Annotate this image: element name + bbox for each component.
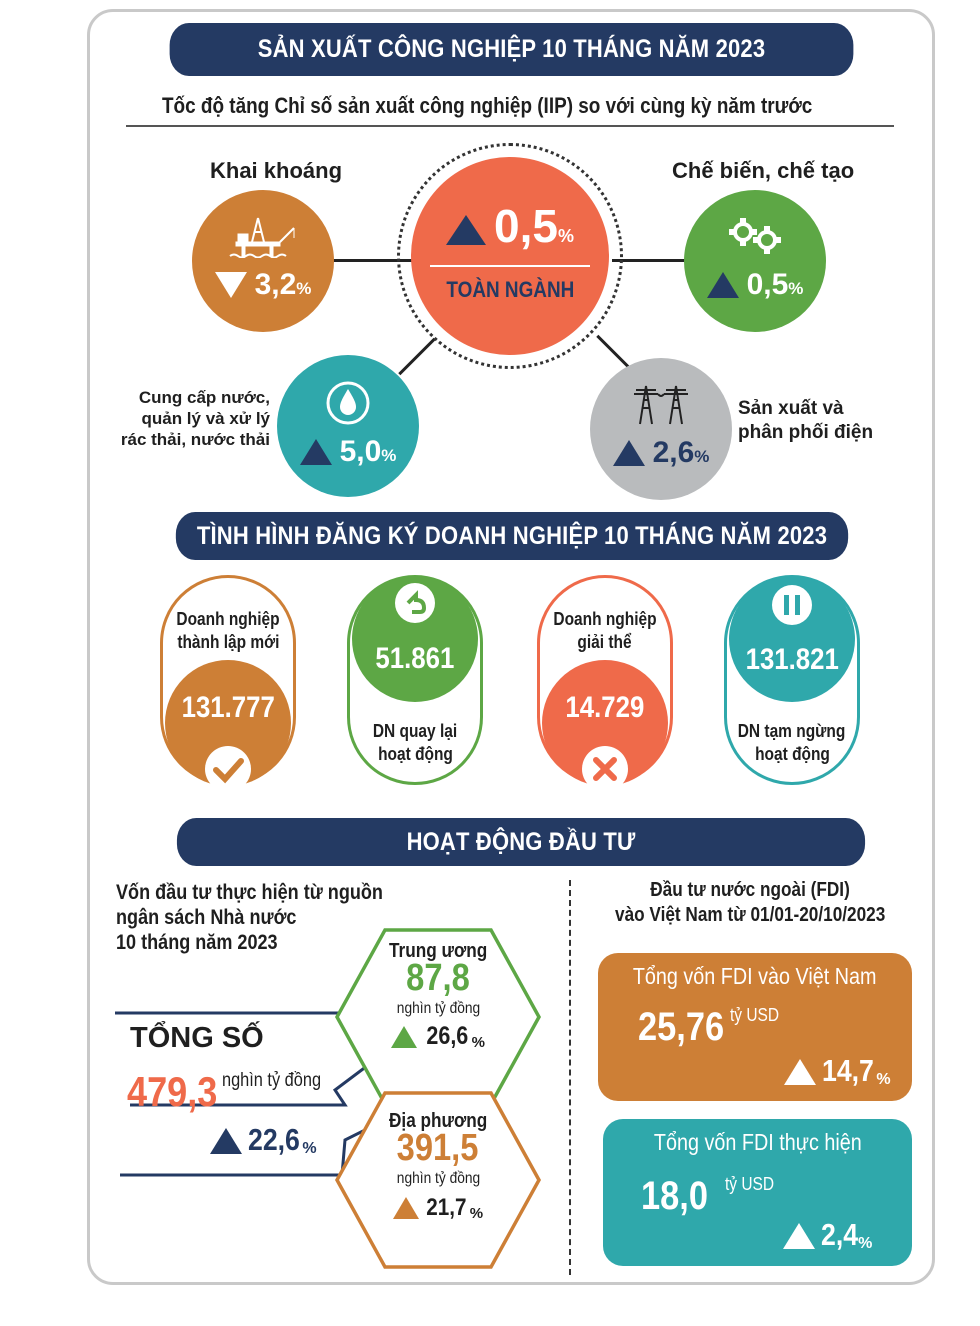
investment-banner: HOẠT ĐỘNG ĐẦU TƯ (176, 818, 866, 866)
dissolved-business-circle: 14.729 (542, 660, 668, 792)
local-block: Địa phương 391,5 nghìn tỷ đồng 21,7 % (388, 1110, 488, 1222)
industry-banner: SẢN XUẤT CÔNG NGHIỆP 10 THÁNG NĂM 2023 (169, 23, 854, 76)
pause-icon (772, 585, 812, 625)
up-triangle-icon (706, 272, 739, 298)
total-value-row: 479,3 nghìn tỷ đồng (127, 1068, 337, 1116)
fdi-disbursed-label: Tổng vốn FDI thực hiện (653, 1129, 862, 1155)
center-dotted-ring (397, 143, 623, 369)
investment-title: HOẠT ĐỘNG ĐẦU TƯ (406, 827, 636, 856)
total-unit: nghìn tỷ đồng (222, 1070, 322, 1091)
check-icon (205, 746, 251, 792)
electricity-circle: 2,6 % (590, 358, 732, 500)
fdi-disbursed-unit: tỷ USD (724, 1174, 774, 1194)
new-business-card: Doanh nghiệp thành lập mới 131.777 (160, 575, 296, 792)
mining-label: Khai khoáng (210, 158, 343, 183)
dissolved-business-card: Doanh nghiệp giải thể 14.729 (537, 575, 673, 792)
business-title: TÌNH HÌNH ĐĂNG KÝ DOANH NGHIỆP 10 THÁNG … (196, 521, 828, 550)
central-unit: nghìn tỷ đồng (396, 1000, 480, 1017)
returned-business-card: 51.861 DN quay lại hoạt động (347, 575, 483, 785)
local-value: 391,5 (397, 1127, 479, 1169)
budget-title: Vốn đầu tư thực hiện từ nguồn ngân sách … (116, 881, 383, 954)
suspended-business-card: 131.821 DN tạm ngừng hoạt động (724, 575, 860, 785)
water-label: Cung cấp nước, quản lý và xử lý rác thải… (120, 388, 270, 449)
fdi-registered-unit: tỷ USD (730, 1005, 780, 1025)
iip-subtitle: Tốc độ tăng Chỉ số sản xuất công nghiệp … (162, 93, 813, 118)
connector-left (332, 259, 412, 262)
water-circle: 5,0 % (277, 355, 419, 497)
manufacturing-circle: 0,5 % (684, 190, 826, 332)
up-triangle-icon (784, 1059, 816, 1085)
returned-business-circle: 51.861 (352, 576, 478, 702)
fdi-registered-box: Tổng vốn FDI vào Việt Nam 25,76 tỷ USD 1… (598, 953, 912, 1101)
local-hexagon (335, 1091, 541, 1269)
fdi-title: Đầu tư nước ngoài (FDI) vào Việt Nam từ … (614, 879, 886, 926)
total-value: 479,3 (127, 1068, 218, 1115)
down-triangle-icon (214, 272, 247, 298)
vertical-divider (569, 880, 571, 1275)
infographic-frame (87, 9, 935, 1285)
suspended-business-circle: 131.821 (729, 576, 855, 702)
mining-circle: 3,2 % (192, 190, 334, 332)
water-drop-icon (326, 381, 370, 425)
fdi-disbursed-box: Tổng vốn FDI thực hiện 18,0 tỷ USD 2,4 % (603, 1119, 912, 1266)
up-triangle-icon (299, 439, 332, 465)
return-arrow-icon (395, 583, 435, 623)
local-label: Địa phương (388, 1110, 488, 1132)
new-business-circle: 131.777 (165, 660, 291, 792)
up-triangle-icon (783, 1223, 815, 1249)
connector-right (612, 259, 686, 262)
industry-title: SẢN XUẤT CÔNG NGHIỆP 10 THÁNG NĂM 2023 (257, 35, 766, 63)
cross-icon (582, 746, 628, 792)
up-triangle-icon (612, 440, 645, 466)
subtitle-underline (126, 125, 894, 127)
central-value: 87,8 (406, 957, 470, 999)
center-iip-circle: 0,5 % TOÀN NGÀNH (411, 157, 609, 355)
gears-icon (729, 218, 781, 254)
central-label: Trung ương (388, 940, 488, 962)
business-banner: TÌNH HÌNH ĐĂNG KÝ DOANH NGHIỆP 10 THÁNG … (175, 512, 849, 560)
total-label: TỔNG SỐ (130, 1022, 264, 1054)
up-triangle-icon (446, 215, 487, 245)
power-tower-icon (634, 385, 688, 425)
fdi-registered-value: 25,76 (638, 1005, 725, 1049)
central-block: Trung ương 87,8 nghìn tỷ đồng 26,6 % (388, 940, 488, 1051)
up-triangle-icon (210, 1128, 242, 1154)
electricity-label: Sản xuất và phân phối điện (738, 398, 874, 443)
up-triangle-icon (392, 1197, 419, 1219)
center-label: TOÀN NGÀNH (446, 277, 574, 302)
manufacturing-label: Chế biến, chế tạo (672, 158, 855, 183)
fdi-registered-label: Tổng vốn FDI vào Việt Nam (633, 963, 877, 989)
up-triangle-icon (390, 1026, 417, 1048)
total-growth: 22,6 % (210, 1122, 317, 1158)
oil-rig-icon (229, 217, 295, 258)
local-unit: nghìn tỷ đồng (396, 1170, 480, 1187)
fdi-disbursed-value: 18,0 (641, 1174, 708, 1218)
